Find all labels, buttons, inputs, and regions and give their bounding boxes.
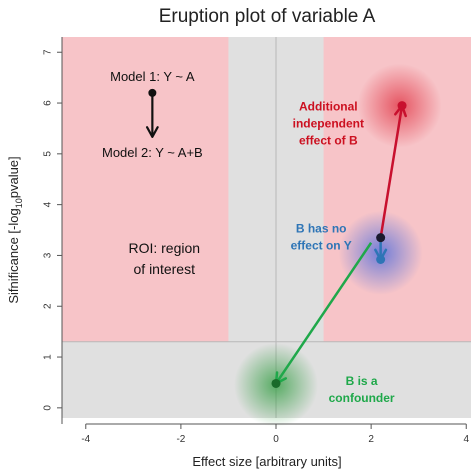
annotation-2-line: B is a bbox=[346, 374, 378, 388]
x-tick-label: -4 bbox=[81, 434, 90, 445]
annotation-2-line: confounder bbox=[329, 391, 395, 405]
roi-left-region bbox=[62, 37, 229, 342]
y-axis-title-main: Sifnificance [-log bbox=[6, 208, 21, 303]
roi-label-line: ROI: region bbox=[128, 240, 200, 256]
y-tick-label: 4 bbox=[43, 201, 54, 207]
annotation-1-line: effect on Y bbox=[291, 239, 352, 253]
x-tick-label: 2 bbox=[368, 434, 374, 445]
annotation-0-line: independent bbox=[293, 117, 364, 131]
roi-label-line: of interest bbox=[134, 261, 196, 277]
chart-title: Eruption plot of variable A bbox=[159, 6, 376, 27]
model-transition-arrow-head bbox=[145, 126, 159, 138]
y-tick-label: 0 bbox=[43, 405, 54, 411]
annotation-1-line: B has no bbox=[296, 222, 347, 236]
data-point-3 bbox=[271, 378, 281, 388]
effect-arrow-2-shaft bbox=[274, 242, 373, 385]
effect-arrow-0-shaft bbox=[379, 105, 404, 238]
y-tick-label: 7 bbox=[43, 49, 54, 55]
x-tick-label: -2 bbox=[176, 434, 185, 445]
y-tick-label: 5 bbox=[43, 151, 54, 157]
x-tick-label: 4 bbox=[463, 434, 469, 445]
y-axis-title: Sifnificance [-log10pvalue] bbox=[6, 156, 24, 303]
y-tick-label: 1 bbox=[43, 354, 54, 360]
y-axis-title-subscript: 10 bbox=[14, 198, 24, 208]
model-transition-arrow bbox=[145, 92, 159, 138]
y-tick-label: 3 bbox=[43, 252, 54, 258]
model1-label: Model 1: Y ~ A bbox=[110, 69, 195, 84]
x-tick-label: 0 bbox=[273, 434, 279, 445]
annotation-0-line: effect of B bbox=[299, 134, 358, 148]
data-point-2 bbox=[376, 255, 386, 265]
y-tick-label: 2 bbox=[43, 303, 54, 309]
y-axis-title-end: pvalue] bbox=[6, 156, 21, 198]
data-point-0 bbox=[376, 233, 386, 243]
data-point-1 bbox=[397, 101, 407, 111]
y-tick-label: 6 bbox=[43, 100, 54, 106]
x-axis-title: Effect size [arbitrary units] bbox=[192, 454, 341, 469]
annotation-0-line: Additional bbox=[299, 100, 358, 114]
model2-label: Model 2: Y ~ A+B bbox=[102, 145, 203, 160]
